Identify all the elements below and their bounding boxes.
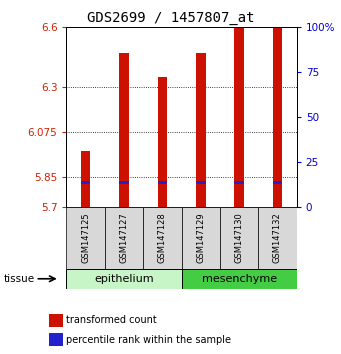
Bar bbox=[119, 53, 129, 207]
Text: mesenchyme: mesenchyme bbox=[202, 274, 277, 284]
Bar bbox=[66, 269, 181, 289]
Bar bbox=[49, 314, 63, 327]
Text: GSM147132: GSM147132 bbox=[273, 213, 282, 263]
Bar bbox=[158, 77, 167, 207]
Bar bbox=[234, 181, 244, 184]
Bar bbox=[66, 207, 105, 269]
Text: tissue: tissue bbox=[3, 274, 34, 284]
Bar bbox=[81, 151, 90, 207]
Bar bbox=[258, 207, 297, 269]
Text: GDS2699 / 1457807_at: GDS2699 / 1457807_at bbox=[87, 11, 254, 25]
Text: GSM147127: GSM147127 bbox=[120, 213, 129, 263]
Bar bbox=[143, 207, 181, 269]
Text: GSM147129: GSM147129 bbox=[196, 213, 205, 263]
Text: transformed count: transformed count bbox=[66, 315, 157, 325]
Text: percentile rank within the sample: percentile rank within the sample bbox=[66, 335, 231, 345]
Bar bbox=[182, 269, 297, 289]
Text: GSM147128: GSM147128 bbox=[158, 213, 167, 263]
Bar bbox=[196, 53, 206, 207]
Bar bbox=[196, 181, 206, 184]
Bar bbox=[105, 207, 143, 269]
Bar bbox=[220, 207, 258, 269]
Bar bbox=[234, 27, 244, 207]
Bar bbox=[81, 181, 90, 184]
Bar bbox=[182, 207, 220, 269]
Bar bbox=[158, 181, 167, 184]
Bar bbox=[119, 181, 129, 184]
Bar bbox=[273, 27, 282, 207]
Bar bbox=[273, 181, 282, 184]
Text: GSM147130: GSM147130 bbox=[235, 213, 243, 263]
Text: GSM147125: GSM147125 bbox=[81, 213, 90, 263]
Text: epithelium: epithelium bbox=[94, 274, 154, 284]
Bar bbox=[49, 333, 63, 346]
